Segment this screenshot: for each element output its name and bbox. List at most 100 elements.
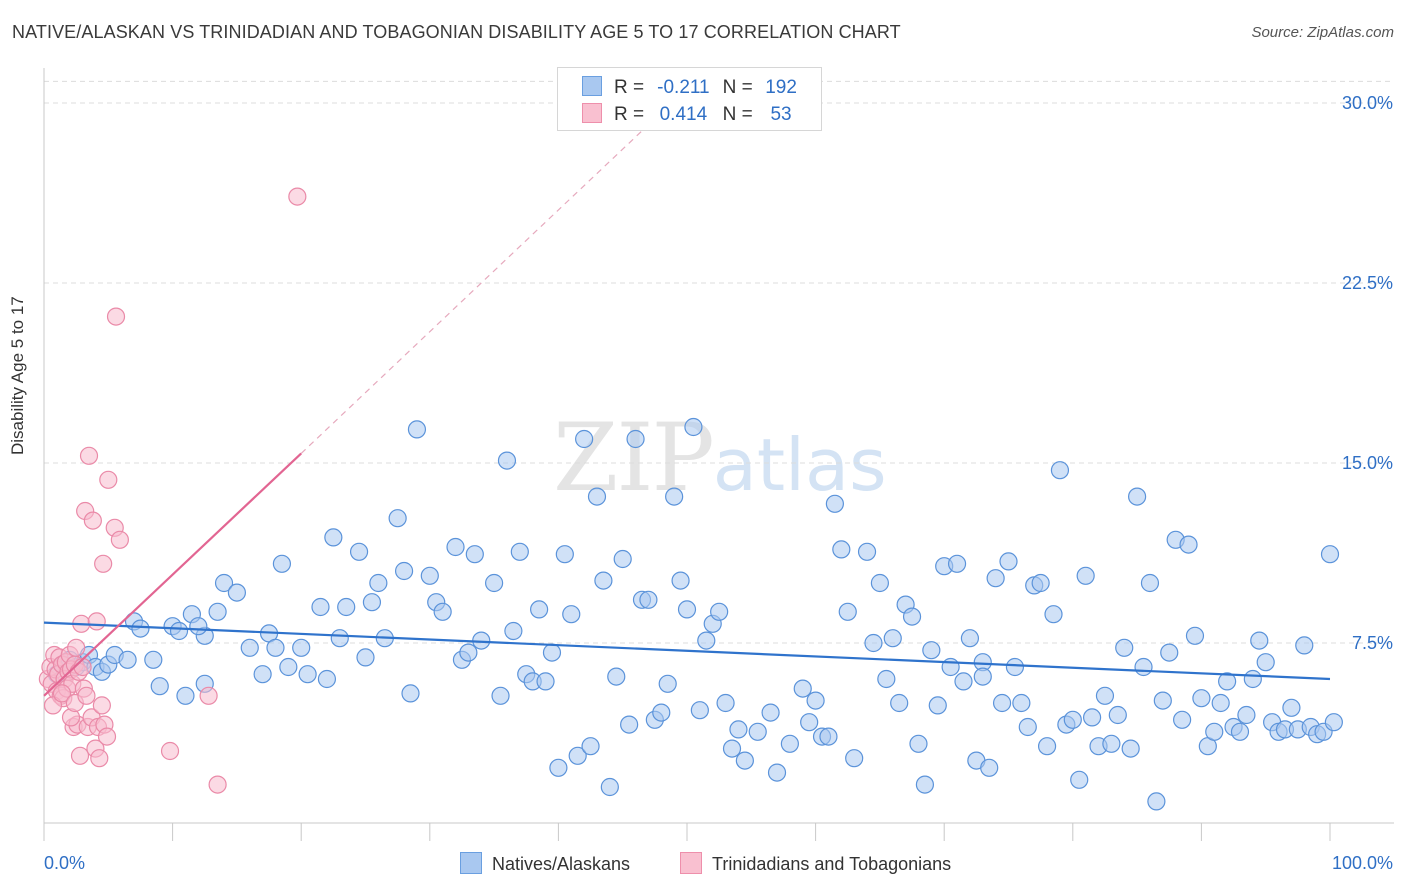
native-point bbox=[1320, 545, 1340, 564]
native-point bbox=[1153, 691, 1172, 710]
native-point bbox=[1211, 693, 1230, 713]
trinidadian-point bbox=[208, 775, 227, 794]
native-point bbox=[1076, 566, 1095, 585]
native-point bbox=[1044, 605, 1063, 624]
native-point bbox=[1192, 689, 1211, 708]
native-point bbox=[562, 605, 581, 624]
legend-swatch-trinidadians bbox=[582, 103, 602, 123]
native-point bbox=[504, 621, 523, 641]
x-tick-label: 100.0% bbox=[1332, 853, 1393, 873]
native-point bbox=[214, 573, 234, 593]
native-point bbox=[620, 715, 639, 734]
native-point bbox=[600, 777, 619, 797]
native-point bbox=[330, 629, 349, 648]
native-point bbox=[697, 631, 716, 650]
native-point bbox=[890, 693, 909, 713]
bottom-legend-swatch-trinidadians bbox=[680, 852, 702, 874]
native-point bbox=[510, 542, 529, 561]
native-point bbox=[767, 763, 787, 782]
native-point bbox=[1050, 461, 1070, 480]
bottom-legend-swatch-natives bbox=[460, 852, 482, 874]
native-point bbox=[1179, 535, 1198, 554]
native-point bbox=[819, 727, 838, 746]
native-point bbox=[131, 619, 150, 638]
native-point bbox=[1250, 631, 1269, 650]
native-point bbox=[722, 739, 742, 758]
native-point bbox=[954, 672, 973, 691]
native-point bbox=[1012, 693, 1031, 713]
native-point bbox=[671, 571, 690, 590]
native-point bbox=[446, 537, 465, 557]
native-point bbox=[317, 669, 337, 689]
trinidadian-point bbox=[79, 446, 99, 465]
native-point bbox=[311, 597, 330, 617]
trinidadian-point bbox=[92, 696, 111, 715]
native-point bbox=[240, 638, 259, 657]
trinidadian-point bbox=[106, 307, 126, 326]
native-point bbox=[857, 542, 877, 561]
native-point bbox=[144, 650, 163, 669]
native-point bbox=[999, 552, 1018, 571]
native-point bbox=[150, 677, 169, 696]
native-point bbox=[761, 703, 780, 722]
native-point bbox=[665, 487, 684, 506]
native-point bbox=[118, 650, 137, 669]
legend-n-value-trinidadians: 53 bbox=[770, 104, 792, 125]
native-point bbox=[1173, 710, 1192, 729]
trinidadian-point bbox=[70, 746, 90, 765]
chart-title: NATIVE/ALASKAN VS TRINIDADIAN AND TOBAGO… bbox=[12, 22, 901, 42]
legend-swatch-natives bbox=[582, 76, 602, 96]
native-point bbox=[684, 417, 703, 437]
native-point bbox=[1185, 626, 1205, 645]
native-point bbox=[1115, 638, 1134, 657]
native-point bbox=[845, 749, 864, 768]
y-tick-label: 22.5% bbox=[1342, 273, 1393, 293]
bottom-legend-label-natives: Natives/Alaskans bbox=[492, 854, 631, 874]
native-point bbox=[793, 679, 812, 698]
native-point bbox=[292, 638, 311, 657]
native-point bbox=[1108, 705, 1127, 725]
bottom-legend-label-trinidadians: Trinidadians and Tobagonians bbox=[712, 854, 952, 874]
trinidadian-point bbox=[94, 554, 113, 573]
trinidadian-point bbox=[110, 530, 129, 549]
y-tick-label: 15.0% bbox=[1342, 453, 1393, 473]
native-point bbox=[780, 734, 799, 753]
watermark-atlas: atlas bbox=[712, 423, 887, 507]
native-point bbox=[433, 602, 452, 621]
native-point bbox=[575, 429, 594, 449]
native-point bbox=[227, 583, 246, 602]
native-point bbox=[1018, 717, 1037, 737]
native-point bbox=[825, 494, 844, 513]
trinidadian-point bbox=[67, 638, 86, 657]
native-point bbox=[1205, 722, 1224, 741]
trinidadian-point bbox=[87, 612, 106, 631]
native-point bbox=[922, 641, 941, 660]
y-tick-label: 30.0% bbox=[1342, 93, 1393, 113]
native-point bbox=[800, 713, 819, 732]
native-point bbox=[555, 545, 574, 564]
trinidadian-point bbox=[77, 686, 96, 705]
trinidadian-point bbox=[90, 749, 109, 768]
native-point bbox=[587, 487, 607, 506]
native-point bbox=[208, 602, 227, 621]
native-point bbox=[272, 554, 292, 573]
trinidadian-point bbox=[160, 741, 180, 761]
native-point bbox=[485, 573, 504, 593]
native-point bbox=[973, 667, 992, 686]
legend-n-label: N = bbox=[722, 104, 753, 125]
native-point bbox=[530, 600, 549, 619]
trinidadian-trend-line bbox=[43, 452, 302, 697]
legend-n-label: N = bbox=[722, 77, 753, 98]
native-point bbox=[1095, 686, 1115, 705]
native-point bbox=[497, 451, 517, 470]
legend-n-value-natives: 192 bbox=[765, 77, 797, 98]
native-point bbox=[870, 573, 890, 593]
trinidadian-point bbox=[73, 657, 92, 677]
native-point bbox=[928, 696, 947, 715]
native-point bbox=[542, 643, 562, 662]
native-point bbox=[253, 665, 272, 684]
native-point bbox=[388, 509, 407, 528]
native-point bbox=[549, 758, 568, 777]
trinidadian-trend-extension bbox=[300, 112, 662, 454]
native-point bbox=[594, 571, 613, 590]
